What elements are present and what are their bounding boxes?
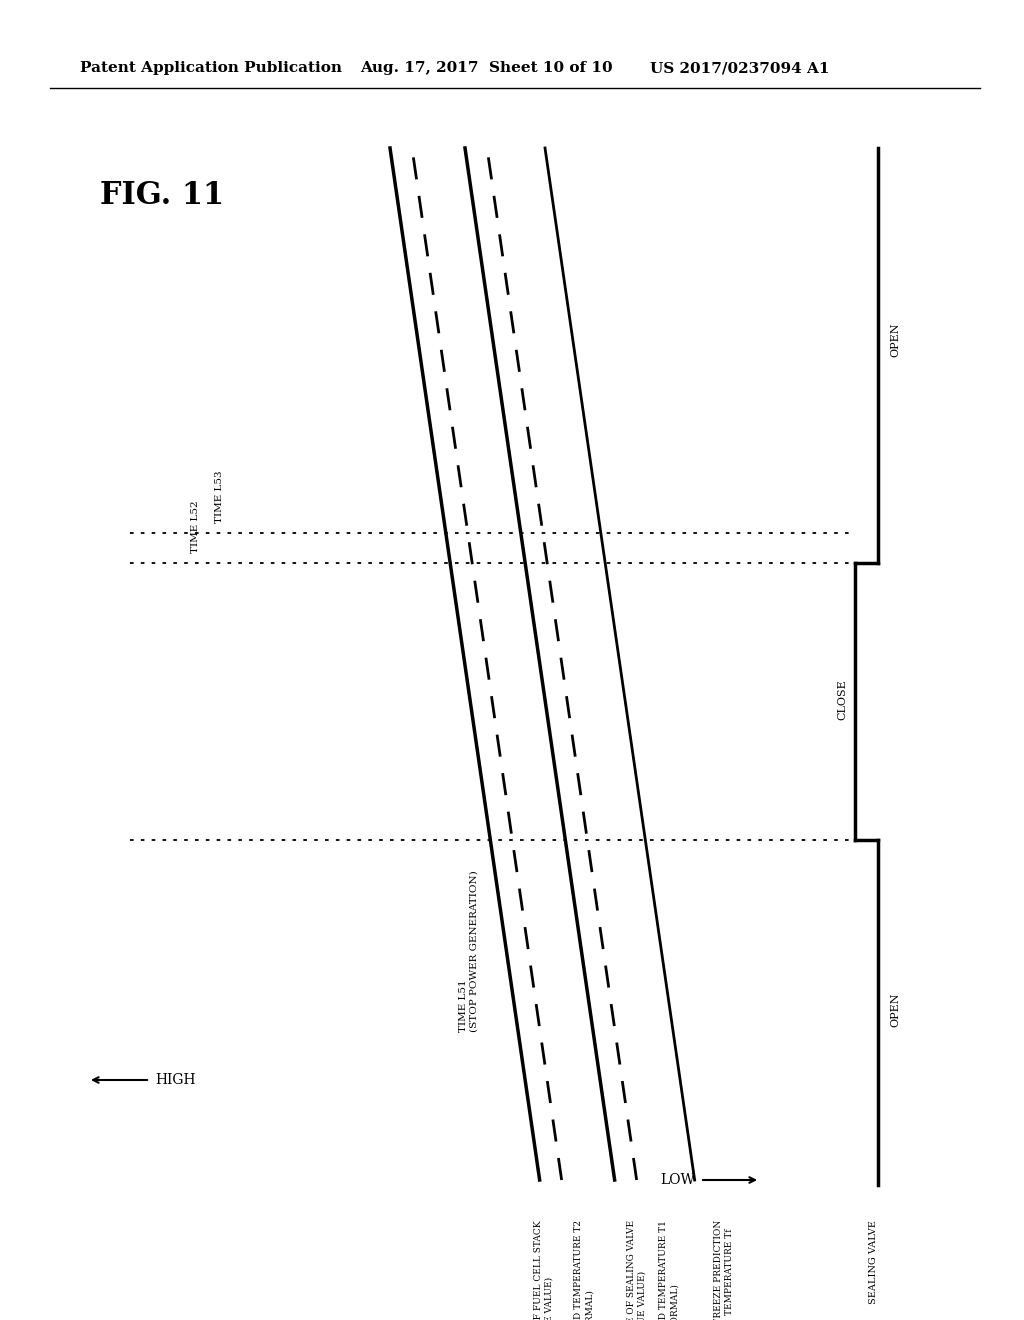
Text: Aug. 17, 2017  Sheet 10 of 10: Aug. 17, 2017 Sheet 10 of 10 [360,61,612,75]
Text: FIRST DETECTED TEMPERATURE T1
(NORMAL): FIRST DETECTED TEMPERATURE T1 (NORMAL) [659,1220,679,1320]
Text: FIG. 11: FIG. 11 [100,180,224,210]
Text: Patent Application Publication: Patent Application Publication [80,61,342,75]
Text: TEMPERATURE OF SEALING VALVE
(TRUE VALUE): TEMPERATURE OF SEALING VALVE (TRUE VALUE… [628,1220,647,1320]
Text: TIME L53: TIME L53 [215,470,224,523]
Text: OPEN: OPEN [890,323,900,358]
Text: TIME L51
(STOP POWER GENERATION): TIME L51 (STOP POWER GENERATION) [459,870,478,1032]
Text: TIME L52: TIME L52 [190,500,200,553]
Text: OPEN: OPEN [890,993,900,1027]
Text: US 2017/0237094 A1: US 2017/0237094 A1 [650,61,829,75]
Text: FREEZE PREDICTION
TEMPERATURE Tf: FREEZE PREDICTION TEMPERATURE Tf [715,1220,733,1320]
Text: SECOND DETECTED TEMPERATURE T2
(NORMAL): SECOND DETECTED TEMPERATURE T2 (NORMAL) [574,1220,594,1320]
Text: LOW: LOW [660,1173,694,1187]
Text: TEMPERATURE OF FUEL CELL STACK
(TRUE VALUE): TEMPERATURE OF FUEL CELL STACK (TRUE VAL… [535,1220,554,1320]
Text: HIGH: HIGH [155,1073,196,1086]
Text: CLOSE: CLOSE [837,680,847,721]
Text: SEALING VALVE: SEALING VALVE [868,1220,878,1304]
